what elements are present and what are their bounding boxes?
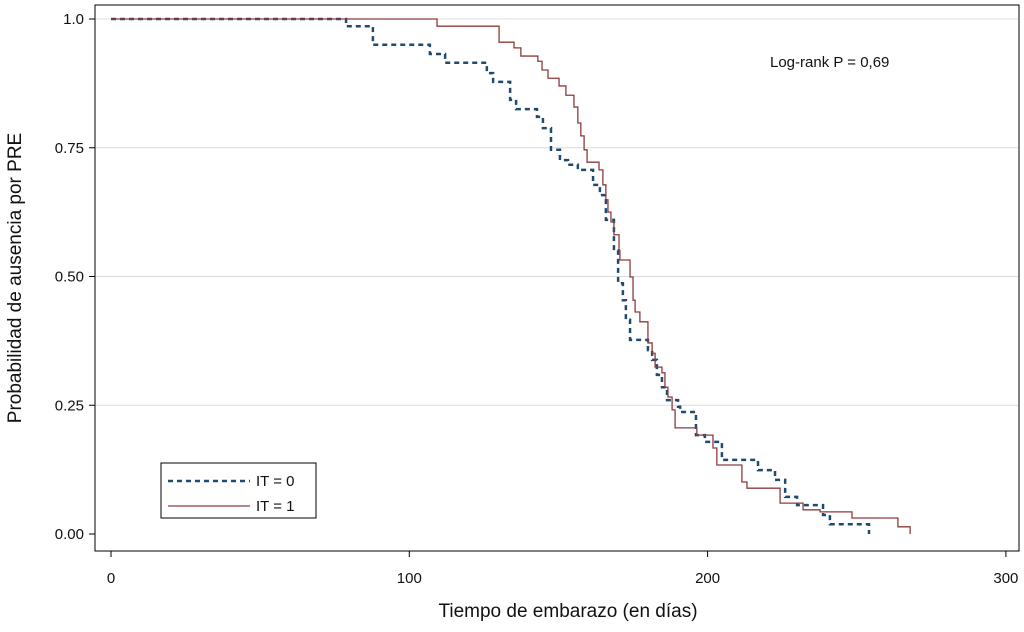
x-axis-label: Tiempo de embarazo (en días) bbox=[438, 601, 697, 622]
survival-curve-it0 bbox=[111, 17, 871, 534]
y-tick-label: 1.0 bbox=[63, 11, 84, 28]
gridlines bbox=[96, 18, 1018, 406]
x-axis: 0 100 200 300 bbox=[107, 551, 1018, 587]
x-tick-label: 300 bbox=[993, 570, 1018, 587]
x-tick-label: 200 bbox=[695, 570, 720, 587]
y-tick-label: 0.00 bbox=[55, 526, 84, 543]
y-tick-label: 0.50 bbox=[55, 269, 84, 286]
legend-label-it1: IT = 1 bbox=[256, 498, 295, 515]
legend: IT = 0 IT = 1 bbox=[160, 462, 317, 519]
y-axis: 0.00 0.25 0.50 0.75 1.0 bbox=[55, 11, 95, 543]
y-tick-label: 0.25 bbox=[55, 397, 84, 414]
y-axis-label: Probabilidad de ausencia por PRE bbox=[5, 133, 26, 423]
x-tick-label: 100 bbox=[397, 570, 422, 587]
plot-frame bbox=[94, 4, 1020, 552]
series-lines bbox=[111, 17, 911, 534]
legend-box bbox=[160, 462, 317, 519]
survival-curve-it1 bbox=[111, 18, 911, 534]
x-tick-label: 0 bbox=[107, 570, 115, 587]
log-rank-annotation: Log-rank P = 0,69 bbox=[770, 54, 889, 71]
legend-label-it0: IT = 0 bbox=[256, 473, 295, 490]
y-tick-label: 0.75 bbox=[55, 140, 84, 157]
